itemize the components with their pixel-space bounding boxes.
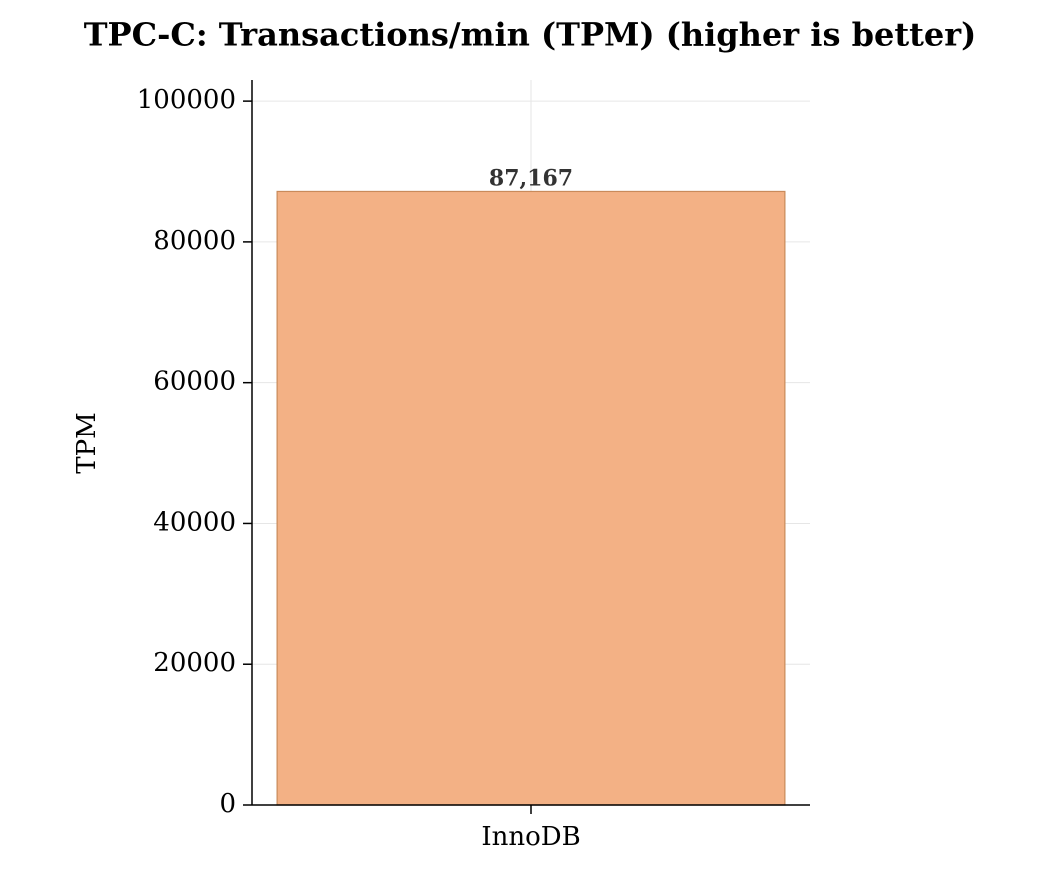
data-label: 87,167: [489, 165, 573, 191]
y-axis-label: TPM: [72, 412, 102, 473]
y-tick-label: 100000: [137, 85, 236, 115]
y-tick-label: 0: [219, 789, 236, 819]
bar: [276, 190, 786, 806]
chart-title: TPC-C: Transactions/min (TPM) (higher is…: [84, 16, 977, 54]
y-tick-label: 80000: [153, 226, 236, 256]
y-tick-label: 60000: [153, 367, 236, 397]
y-tick-label: 20000: [153, 648, 236, 678]
y-tick-label: 40000: [153, 507, 236, 537]
x-tick-label: InnoDB: [481, 822, 580, 852]
